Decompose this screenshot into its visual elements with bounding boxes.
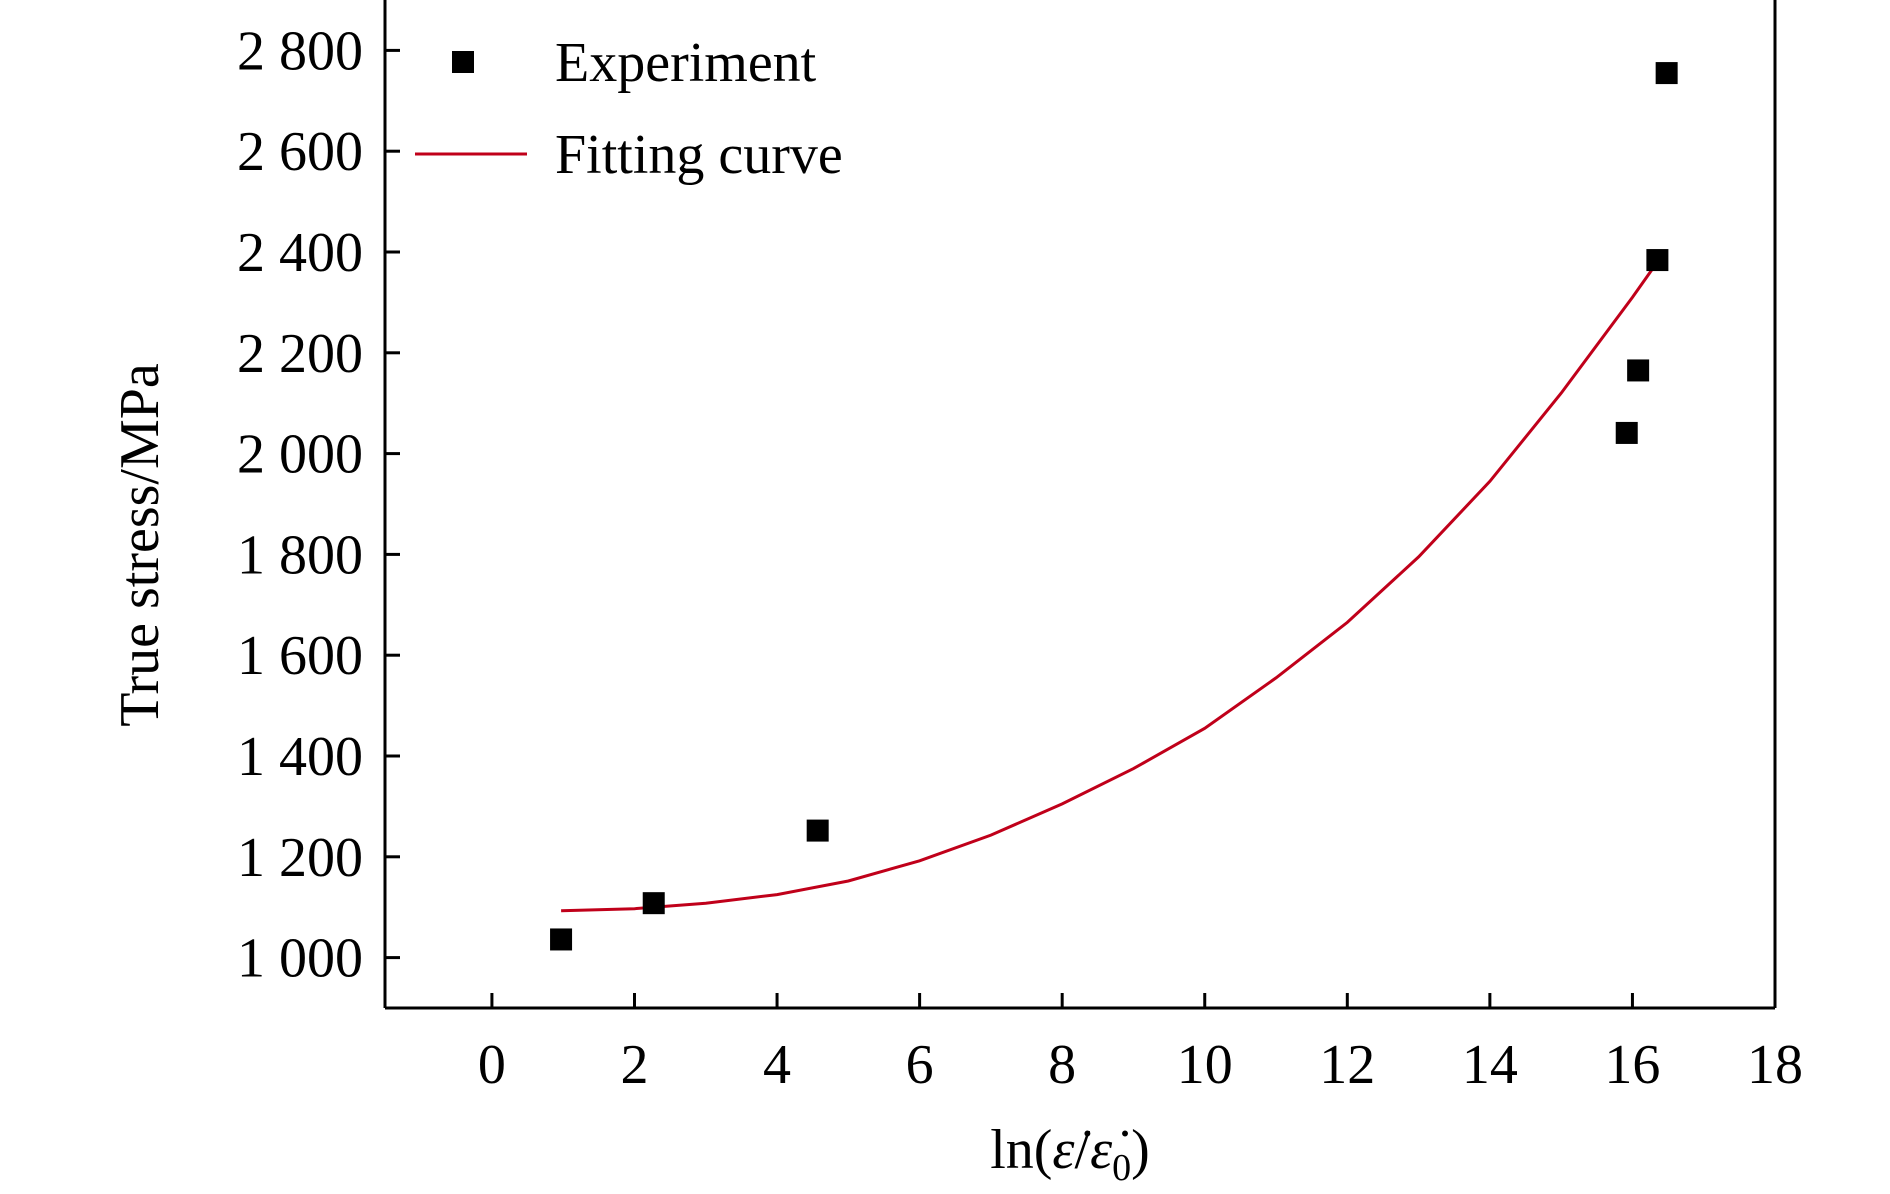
x-axis-title-separator: /	[1075, 1119, 1091, 1181]
x-tick-label: 10	[1177, 1034, 1233, 1096]
y-tick-label: 2 600	[237, 121, 363, 183]
plot-series	[550, 62, 1678, 951]
y-tick-label: 1 600	[237, 625, 363, 687]
y-tick-label: 2 400	[237, 222, 363, 284]
plot-frame-layer	[383, 0, 1777, 1010]
y-axis-title: True stress/MPa	[109, 363, 171, 727]
y-tick-label: 2 200	[237, 323, 363, 385]
experiment-point	[550, 928, 573, 951]
y-tick-label: 1 400	[237, 726, 363, 788]
y-tick-label: 2 800	[237, 20, 363, 82]
experiment-point	[1655, 62, 1678, 85]
experiment-point	[642, 892, 665, 915]
experiment-point	[1627, 359, 1650, 382]
x-tick-label: 18	[1747, 1034, 1803, 1096]
y-tick-label: 2 000	[237, 424, 363, 486]
x-tick-label: 4	[763, 1034, 791, 1096]
x-axis-title-suffix: )	[1131, 1119, 1150, 1181]
experiment-point	[1615, 421, 1638, 444]
x-tick-label: 8	[1048, 1034, 1076, 1096]
x-tick-label: 12	[1319, 1034, 1375, 1096]
y-tick-label: 1 800	[237, 524, 363, 586]
x-tick-label: 0	[478, 1034, 506, 1096]
x-tick-label: 2	[620, 1034, 648, 1096]
x-tick-label: 6	[906, 1034, 934, 1096]
legend-label: Fitting curve	[555, 124, 843, 186]
experiment-point	[806, 819, 829, 842]
x-axis-title: ln(ε̇/ε̇0)	[990, 1119, 1150, 1189]
x-tick-label: 16	[1604, 1034, 1660, 1096]
legend-marker-experiment	[452, 51, 474, 73]
y-tick-label: 1 000	[237, 928, 363, 990]
y-axis: 1 000 1 200 1 400 1 600 1 800 2 000 2 200 2 400…	[237, 20, 400, 990]
x-axis: 0 2 4 6 8 10 12 14 16 18	[478, 993, 1803, 1096]
legend-label: Experiment	[555, 32, 817, 94]
x-axis-title-prefix: ln(	[990, 1119, 1052, 1181]
x-axis-title-subscript: 0	[1112, 1147, 1131, 1189]
fitting-curve-line	[561, 256, 1663, 913]
experiment-point	[1646, 249, 1669, 272]
x-tick-label: 14	[1462, 1034, 1518, 1096]
y-tick-label: 1 200	[237, 827, 363, 889]
legend: Experiment Fitting curve	[415, 32, 843, 186]
